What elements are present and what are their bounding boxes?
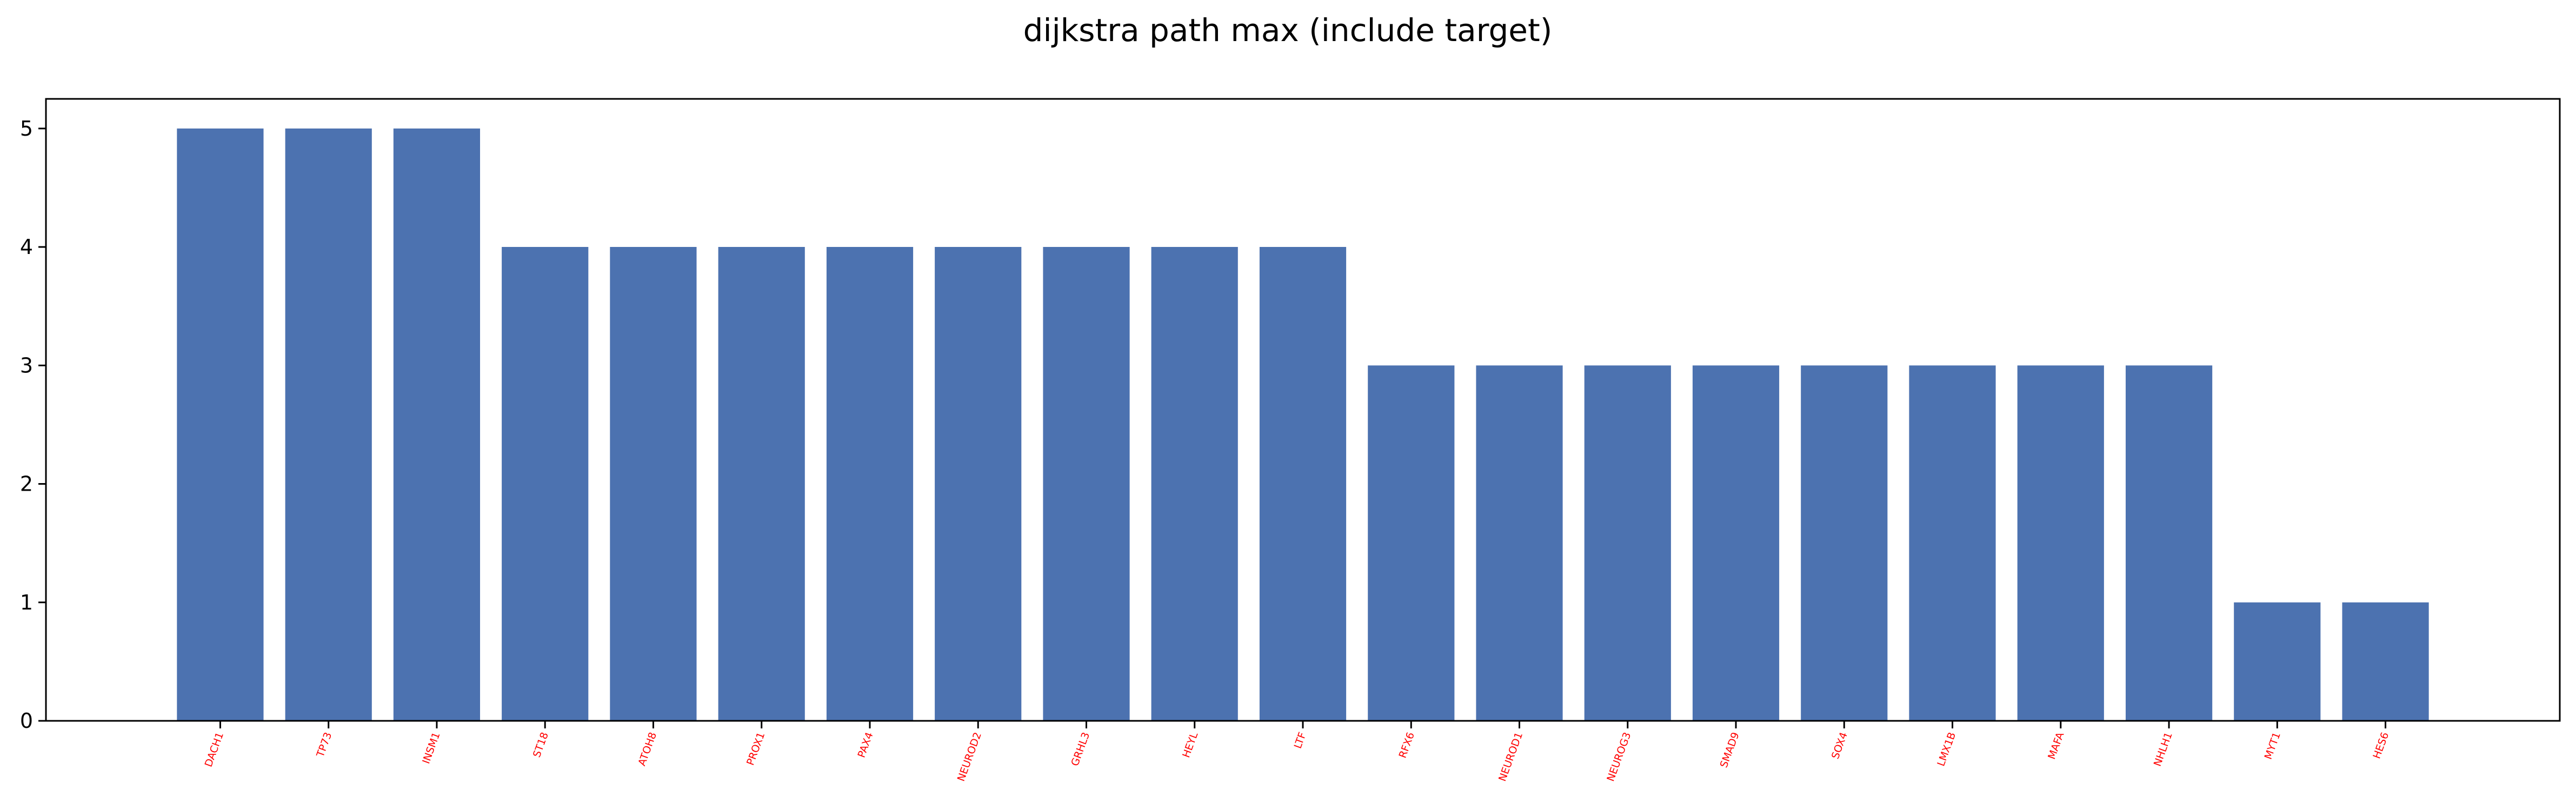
bar-pax4 <box>826 247 914 721</box>
x-tick-label-nhlh1: NHLH1 <box>2152 731 2175 768</box>
x-axis: DACH1 TP73 INSM1 ST18 ATOH8 PROX1 PAX4 NEUROD2 G… <box>203 721 2391 783</box>
y-tick-label: 2 <box>20 472 33 496</box>
y-axis: 0 1 2 3 4 5 <box>20 117 46 733</box>
bar-myt1 <box>2234 602 2321 721</box>
bar-neurog3 <box>1584 365 1671 721</box>
bar-dach1 <box>177 128 264 721</box>
bar-atoh8 <box>610 247 697 721</box>
x-tick-label-smad9: SMAD9 <box>1718 731 1742 769</box>
x-tick-label-insm1: INSM1 <box>420 731 442 765</box>
bar-smad9 <box>1692 365 1780 721</box>
x-tick-label-mafa: MAFA <box>2046 731 2066 761</box>
y-tick-label: 1 <box>20 591 33 614</box>
x-tick-label-atoh8: ATOH8 <box>636 731 659 767</box>
x-tick-label-neurod2: NEUROD2 <box>955 731 984 783</box>
x-tick-label-grhl3: GRHL3 <box>1069 731 1092 768</box>
y-tick-label: 5 <box>20 117 33 140</box>
bar-sox4 <box>1801 365 1888 721</box>
bar-nhlh1 <box>2126 365 2213 721</box>
x-tick-label-ltf: LTF <box>1292 731 1309 750</box>
bar-mafa <box>2017 365 2104 721</box>
bar-lmx1b <box>1909 365 1996 721</box>
y-tick-label: 3 <box>20 353 33 377</box>
bar-st18 <box>502 247 589 721</box>
x-tick-label-neurog3: NEUROG3 <box>1605 731 1633 783</box>
chart-title: dijkstra path max (include target) <box>1023 12 1553 49</box>
x-tick-label-st18: ST18 <box>531 731 551 759</box>
x-tick-label-tp73: TP73 <box>314 731 334 759</box>
y-tick-label: 4 <box>20 235 33 259</box>
x-tick-label-prox1: PROX1 <box>744 731 767 767</box>
x-tick-label-neurod1: NEUROD1 <box>1496 731 1525 783</box>
bar-hes6 <box>2342 602 2429 721</box>
bar-prox1 <box>718 247 805 721</box>
x-tick-label-hes6: HES6 <box>2371 731 2391 760</box>
x-tick-label-lmx1b: LMX1B <box>1935 731 1958 768</box>
bar-rfx6 <box>1368 365 1455 721</box>
x-tick-label-sox4: SOX4 <box>1829 731 1850 760</box>
x-tick-label-myt1: MYT1 <box>2262 731 2283 761</box>
bar-neurod1 <box>1476 365 1563 721</box>
bar-neurod2 <box>935 247 1022 721</box>
bars-group <box>177 128 2429 721</box>
x-tick-label-rfx6: RFX6 <box>1396 731 1417 760</box>
bar-ltf <box>1259 247 1347 721</box>
bar-insm1 <box>393 128 480 721</box>
bar-heyl <box>1151 247 1238 721</box>
y-tick-label: 0 <box>20 709 33 733</box>
x-tick-label-pax4: PAX4 <box>855 731 875 759</box>
plot-frame <box>45 98 2561 722</box>
x-tick-label-dach1: DACH1 <box>203 731 226 768</box>
x-tick-label-heyl: HEYL <box>1180 731 1200 759</box>
bar-tp73 <box>285 128 372 721</box>
bar-grhl3 <box>1043 247 1130 721</box>
